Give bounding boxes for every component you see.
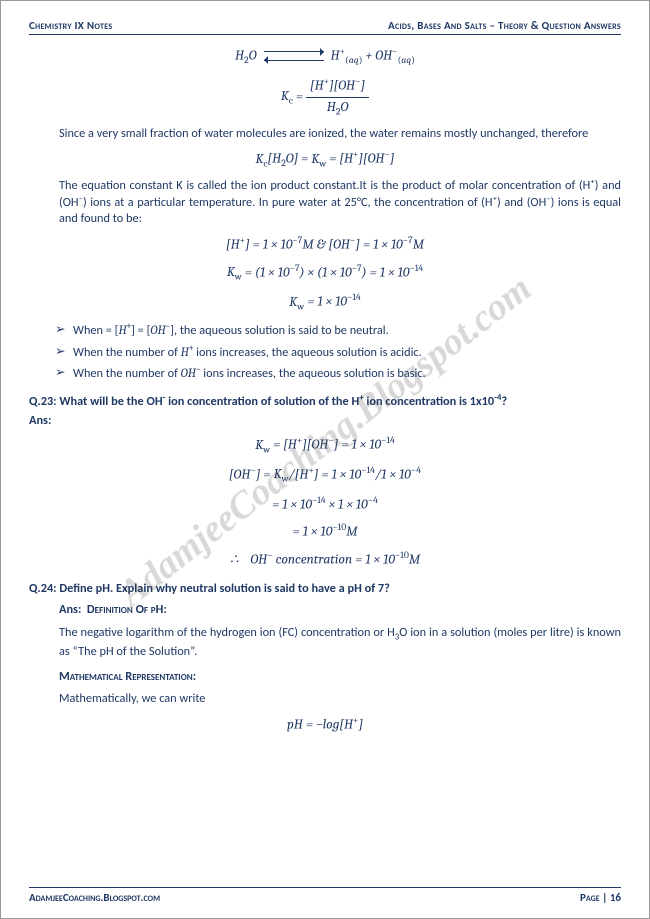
bullet-3: When the number of OH− ions increases, t…	[73, 364, 621, 383]
equation-6: Kw = 1 × 10−14	[29, 291, 621, 315]
bullet-1: When = [H+] = [OH−], the aqueous solutio…	[73, 321, 621, 340]
equation-10: = 1 × 10−10M	[29, 521, 621, 543]
equation-1: H2O H+(aq) + OH−(aq)	[29, 45, 621, 69]
equation-8: [OH−] = Kw/[H+] = 1 × 10−14/1 × 10−4	[29, 464, 621, 488]
bullet-2: When the number of H+ ions increases, th…	[73, 343, 621, 362]
para-2: The equation constant K is called the io…	[29, 178, 621, 228]
footer-right: Page | 16	[580, 891, 621, 904]
equation-2: Kc = [H+][OH−]H2O	[29, 75, 621, 120]
para-def: The negative logarithm of the hydrogen i…	[29, 625, 621, 661]
equation-12: pH = −log[H+]	[29, 714, 621, 736]
footer-left: AdamjeeCoaching.Blogspot.com	[29, 891, 160, 904]
math-rep-heading: Mathematical Representation:	[29, 669, 621, 686]
header: Chemistry IX Notes Acids, Bases And Salt…	[29, 19, 621, 32]
para-1: Since a very small fraction of water mol…	[29, 126, 621, 143]
equation-7: Kw = [H+][OH−] = 1 × 10−14	[29, 434, 621, 458]
header-left: Chemistry IX Notes	[29, 19, 112, 32]
footer: AdamjeeCoaching.Blogspot.com Page | 16	[29, 887, 621, 904]
equation-11: ∴ OH− concentration = 1 × 10−10M	[29, 549, 621, 571]
question-24: Q.24: Define pH. Explain why neutral sol…	[29, 581, 621, 596]
answer-24-def: Ans: Definition Of pH:	[29, 602, 621, 619]
header-right: Acids, Bases And Salts – Theory & Questi…	[388, 19, 621, 32]
equation-4: [H+] = 1 × 10−7M & [OH−] = 1 × 10−7M	[29, 234, 621, 256]
para-math: Mathematically, we can write	[29, 691, 621, 708]
question-23: Q.23: What will be the OH- ion concentra…	[29, 393, 621, 409]
equation-9: = 1 × 10−14 × 1 × 10−4	[29, 494, 621, 516]
header-rule	[29, 34, 621, 35]
page: AdamjeeCoaching.Blogspot.com Chemistry I…	[0, 0, 650, 919]
footer-rule	[29, 887, 621, 888]
equation-5: Kw = (1 × 10−7) × (1 × 10−7) = 1 × 10−14	[29, 262, 621, 286]
equation-3: Kc[H2O] = Kw = [H+][OH−]	[29, 148, 621, 172]
answer-label-23: Ans:	[29, 413, 621, 428]
bullet-list: When = [H+] = [OH−], the aqueous solutio…	[29, 321, 621, 383]
